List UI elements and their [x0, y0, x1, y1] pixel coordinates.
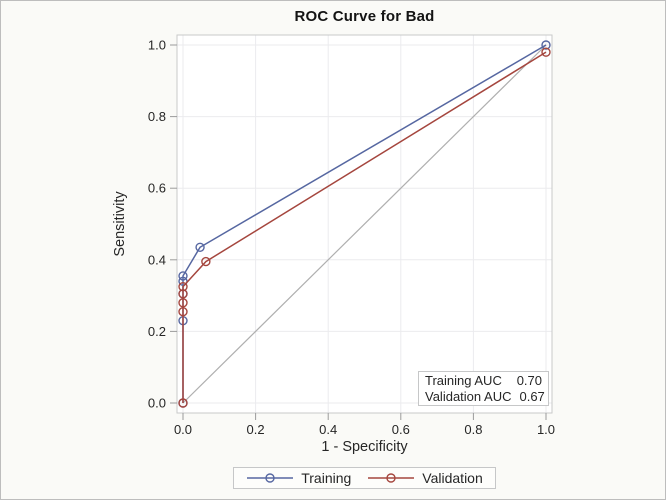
series-marker-validation: [178, 307, 188, 317]
legend-label-training: Training: [301, 470, 352, 486]
x-tick-label: 0.4: [319, 422, 337, 437]
series-marker-validation: [201, 256, 211, 267]
training-auc-row: Training AUC 0.70: [425, 373, 542, 389]
series-marker-validation: [178, 289, 188, 299]
chart-title: ROC Curve for Bad: [294, 8, 435, 25]
x-tick-label: 0.6: [392, 422, 410, 437]
validation-auc-value: 0.67: [519, 388, 545, 404]
y-tick-label: 0.2: [148, 324, 166, 339]
validation-auc-label: Validation AUC: [425, 388, 512, 404]
training-line-swatch: [247, 473, 294, 483]
series-line-validation: [182, 51, 547, 403]
x-tick-label: 1.0: [537, 422, 555, 437]
y-tick-label: 0.4: [148, 252, 166, 267]
y-axis-label: Sensitivity: [112, 191, 128, 257]
y-tick-label: 0.6: [148, 181, 166, 196]
series-marker-validation: [178, 281, 188, 292]
series-marker-validation: [541, 47, 551, 57]
legend-item-training: Training: [246, 470, 351, 486]
x-tick-label: 0.0: [174, 422, 192, 437]
legend-container: Training Validation: [177, 467, 552, 489]
legend: Training Validation: [233, 467, 496, 489]
auc-inset-box: Training AUC 0.70 Validation AUC 0.67: [418, 371, 549, 406]
validation-auc-row: Validation AUC 0.67: [425, 388, 545, 405]
x-tick-label: 0.2: [247, 422, 265, 437]
y-tick-label: 1.0: [148, 38, 166, 53]
series-marker-training: [541, 40, 551, 50]
validation-line-swatch: [368, 473, 415, 483]
plot-frame: [176, 34, 553, 414]
y-tick-label: 0.0: [148, 396, 166, 411]
training-auc-label: Training AUC: [425, 373, 502, 388]
y-tick-label: 0.8: [148, 109, 166, 124]
legend-item-validation: Validation: [367, 470, 483, 486]
series-marker-validation: [178, 398, 188, 408]
series-marker-training: [178, 271, 188, 281]
reference-diagonal-line: [182, 44, 547, 404]
legend-label-validation: Validation: [422, 470, 483, 486]
training-auc-value: 0.70: [516, 373, 542, 388]
series-marker-validation: [178, 298, 188, 308]
x-tick-label: 0.8: [464, 422, 482, 437]
x-axis-label: 1 - Specificity: [321, 439, 408, 455]
series-marker-training: [195, 242, 205, 252]
